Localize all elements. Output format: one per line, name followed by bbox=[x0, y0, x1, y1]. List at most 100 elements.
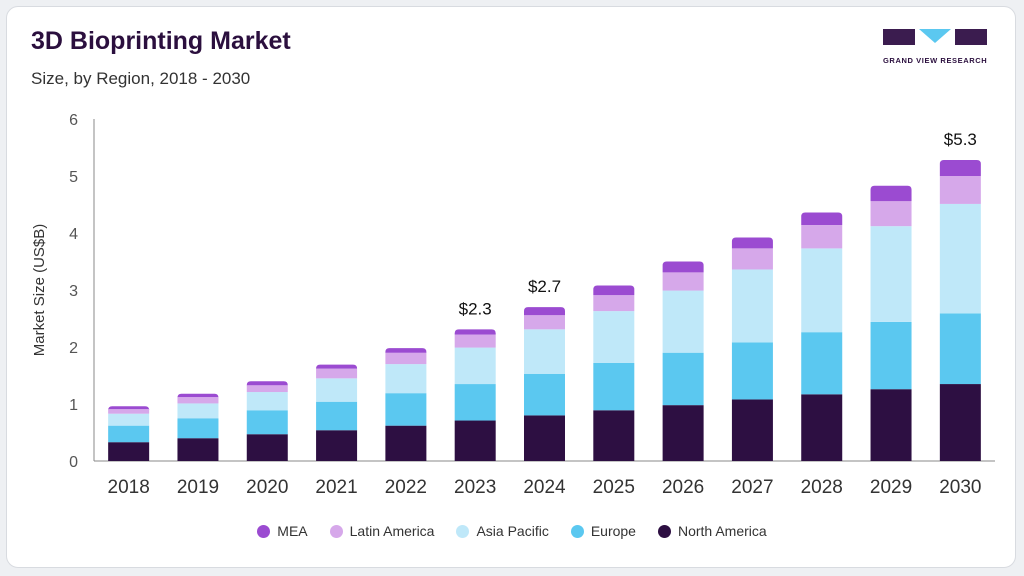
bar-segment bbox=[177, 397, 219, 404]
x-tick-label: 2027 bbox=[731, 477, 773, 498]
grand-view-research-logo: GRAND VIEW RESEARCH bbox=[883, 27, 987, 67]
bar-segment bbox=[939, 203, 981, 314]
legend-label: Europe bbox=[590, 523, 636, 539]
bar-segment bbox=[246, 381, 288, 386]
x-tick-label: 2028 bbox=[801, 477, 843, 498]
bar-segment bbox=[385, 364, 427, 394]
bar-segment bbox=[731, 248, 773, 270]
bar-segment bbox=[801, 248, 843, 333]
chart-card: 3D Bioprinting Market Size, by Region, 2… bbox=[6, 6, 1016, 568]
bar-segment bbox=[524, 315, 565, 330]
bar-segment bbox=[731, 342, 773, 400]
bar-segment bbox=[108, 406, 150, 411]
bar-segment bbox=[662, 261, 704, 273]
bar-segment bbox=[454, 347, 496, 385]
y-tick-label: 3 bbox=[69, 283, 78, 300]
bar-segment bbox=[801, 332, 843, 395]
chart-legend: MEA Latin America Asia Pacific Europe North … bbox=[7, 523, 1015, 539]
logo-mark-icon bbox=[883, 29, 987, 45]
legend-swatch bbox=[657, 524, 671, 538]
bar-segment bbox=[454, 420, 496, 461]
bar-segment bbox=[524, 307, 565, 316]
data-label: $5.3 bbox=[944, 130, 977, 149]
bar-segment bbox=[108, 409, 150, 414]
bar-segment bbox=[177, 438, 219, 461]
stacked-bar-chart: 0 1 2 3 4 5 6 Market Size (US$B) 2018 2019 2020 202… bbox=[31, 112, 995, 498]
x-tick-label: 2030 bbox=[939, 477, 981, 498]
bar-segment bbox=[662, 290, 704, 353]
y-tick-label: 1 bbox=[69, 397, 78, 414]
legend-item: Latin America bbox=[329, 523, 435, 539]
bar-segment bbox=[731, 399, 773, 461]
bar-segment bbox=[870, 321, 912, 390]
bar-segment bbox=[316, 368, 358, 379]
bar-segment bbox=[524, 373, 565, 416]
bar-segment bbox=[108, 442, 150, 461]
bar-segment bbox=[454, 329, 496, 335]
legend-item: MEA bbox=[257, 523, 308, 539]
legend-swatch bbox=[456, 524, 470, 538]
y-tick-label: 6 bbox=[69, 112, 78, 129]
bar-segment bbox=[246, 385, 288, 393]
bar-segment bbox=[593, 285, 635, 296]
legend-item: Asia Pacific bbox=[456, 523, 549, 539]
legend-swatch bbox=[570, 524, 584, 538]
bar-segment bbox=[316, 378, 358, 402]
bar-segment bbox=[593, 295, 635, 312]
bar-segment bbox=[524, 415, 565, 461]
bar-segment bbox=[524, 329, 565, 374]
bar-segment bbox=[801, 212, 843, 226]
bar-segment bbox=[870, 201, 912, 227]
x-tick-label: 2024 bbox=[523, 477, 566, 498]
legend-swatch bbox=[329, 524, 343, 538]
bar-segment bbox=[593, 362, 635, 411]
bar-segment bbox=[177, 393, 219, 398]
y-axis-title: Market Size (US$B) bbox=[31, 224, 48, 357]
bar-segment bbox=[385, 352, 427, 365]
legend-swatch bbox=[257, 524, 271, 538]
bar-segment bbox=[870, 185, 912, 202]
x-tick-label: 2025 bbox=[593, 477, 635, 498]
bar-segment bbox=[870, 226, 912, 322]
data-label: $2.3 bbox=[459, 299, 492, 318]
bar-segment bbox=[593, 311, 635, 363]
x-tick-label: 2019 bbox=[177, 477, 219, 498]
legend-item: North America bbox=[657, 523, 767, 539]
x-tick-label: 2026 bbox=[662, 477, 704, 498]
y-tick-label: 2 bbox=[69, 340, 78, 357]
bar-segment bbox=[801, 394, 843, 461]
y-tick-label: 4 bbox=[69, 226, 78, 243]
bar-segment bbox=[177, 403, 219, 419]
bar-segment bbox=[108, 425, 150, 443]
legend-label: Asia Pacific bbox=[476, 523, 549, 539]
bar-segment bbox=[385, 348, 427, 353]
bar-segment bbox=[108, 413, 150, 426]
bar-segment bbox=[385, 425, 427, 461]
x-tick-label: 2020 bbox=[246, 477, 288, 498]
bar-segment bbox=[939, 160, 981, 176]
bar-segment bbox=[593, 410, 635, 461]
x-tick-label: 2029 bbox=[870, 477, 912, 498]
legend-item: Europe bbox=[570, 523, 636, 539]
x-tick-label: 2023 bbox=[454, 477, 496, 498]
legend-label: MEA bbox=[277, 523, 308, 539]
bar-segment bbox=[246, 410, 288, 435]
x-tick-label: 2021 bbox=[315, 477, 357, 498]
bar-segment bbox=[662, 405, 704, 461]
data-label: $2.7 bbox=[528, 277, 561, 296]
bar-segment bbox=[662, 352, 704, 406]
x-tick-label: 2022 bbox=[385, 477, 427, 498]
bar-segment bbox=[731, 237, 773, 249]
legend-label: Latin America bbox=[349, 523, 435, 539]
bar-segment bbox=[939, 176, 981, 204]
bar-segment bbox=[177, 418, 219, 439]
bar-segment bbox=[939, 313, 981, 385]
y-tick-label: 5 bbox=[69, 169, 78, 186]
bar-segment bbox=[316, 364, 358, 369]
chart-title: 3D Bioprinting Market bbox=[31, 27, 291, 55]
x-tick-label: 2018 bbox=[108, 477, 150, 498]
bar-segment bbox=[246, 434, 288, 461]
logo-text: GRAND VIEW RESEARCH bbox=[883, 56, 988, 65]
bar-segment bbox=[316, 401, 358, 431]
bar-segment bbox=[316, 430, 358, 461]
